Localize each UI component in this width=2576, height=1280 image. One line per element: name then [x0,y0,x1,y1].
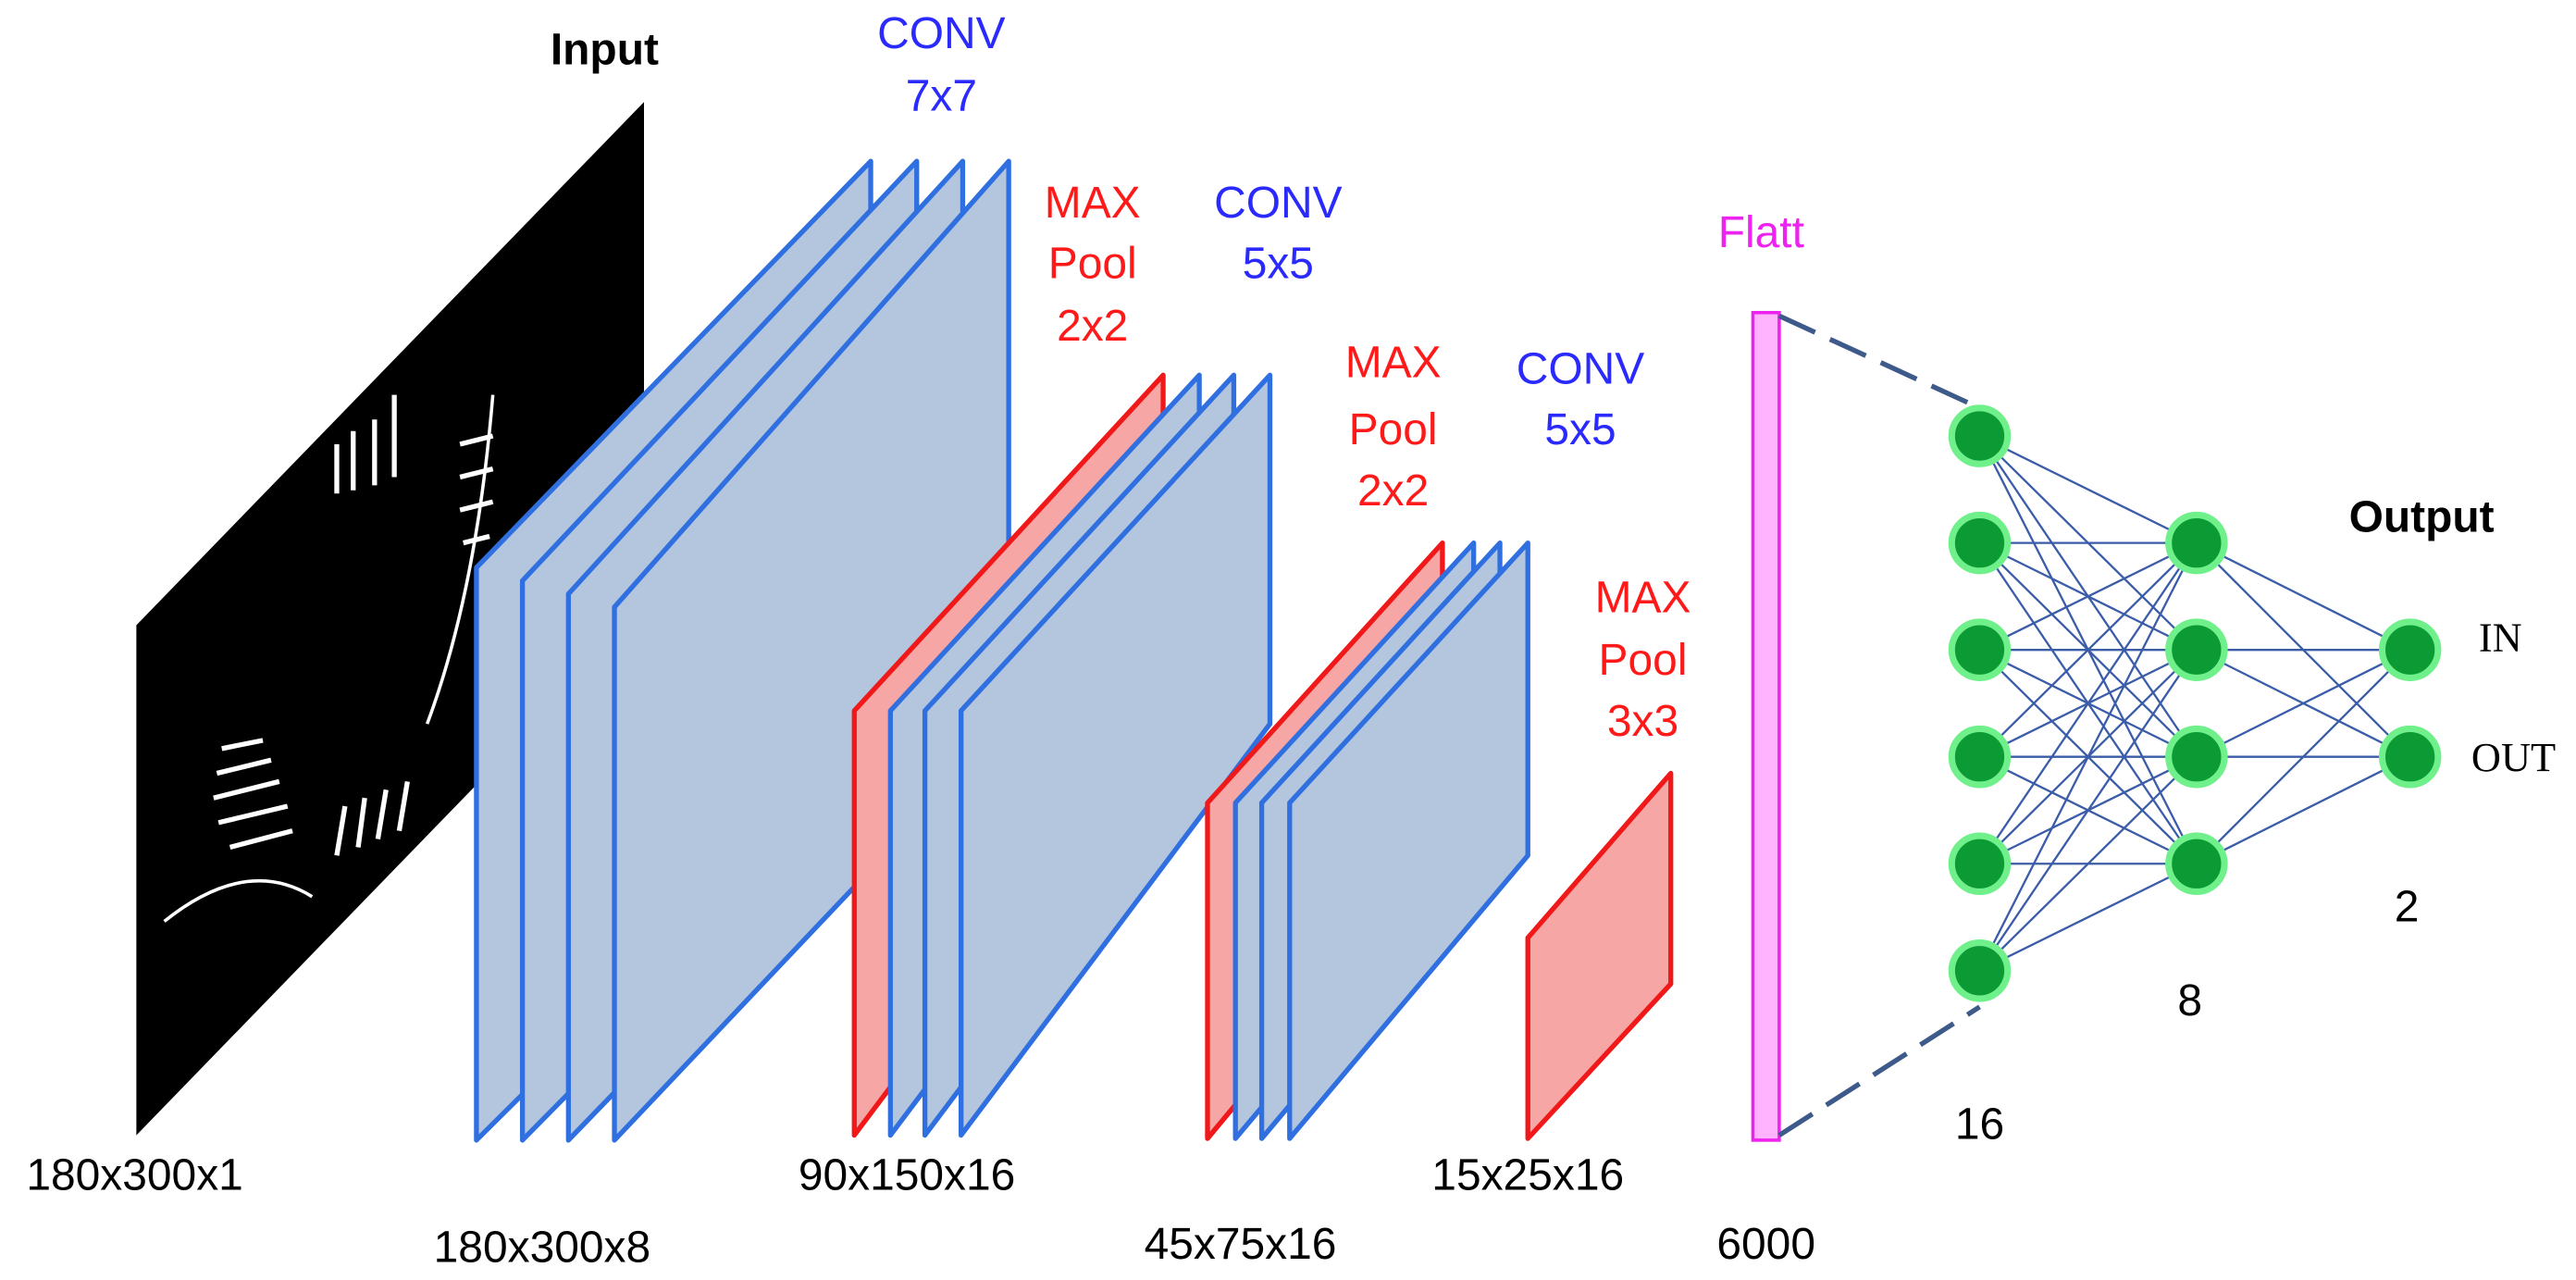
class-label: OUT [2471,734,2556,780]
neuron [1948,404,2012,467]
neuron [2378,725,2442,789]
size-label: 45x75x16 [1145,1220,1337,1269]
size-label: 180x300x8 [434,1224,651,1273]
pool-label: Pool [1599,636,1688,685]
pool-label: MAX [1345,338,1442,387]
size-label: 180x300x1 [26,1150,243,1199]
conv-label: CONV [877,9,1005,58]
dashed-line [1777,1004,1981,1137]
connection [2196,541,2411,652]
pool-label: 2x2 [1357,466,1429,516]
kernel-label: 5x5 [1243,240,1314,289]
connection [1978,541,2198,864]
shapes [136,102,2442,1143]
pool-label: Pool [1349,405,1438,454]
pool-label: Pool [1048,240,1137,289]
neuron-count: 2 [2395,883,2420,932]
input-image [136,102,645,1136]
size-label: 15x25x16 [1431,1150,1624,1199]
connection [1978,542,2198,972]
neuron [2165,511,2228,575]
neuron [2165,832,2228,896]
neuron [1948,511,2012,575]
dashed-line [1777,313,1981,411]
connection [2196,755,2411,865]
input-strokes [163,394,495,923]
kernel-label: 7x7 [906,71,977,120]
connection [1978,541,2198,758]
size-label: 90x150x16 [799,1150,1016,1199]
connection [2196,649,2411,758]
output-label: Output [2349,492,2495,541]
feature-map [1287,540,1530,1141]
size-label: 6000 [1716,1220,1815,1269]
flatten-layer [1751,310,1781,1142]
neuron [2165,725,2228,789]
input-label: Input [551,26,659,75]
pool-label: MAX [1045,179,1141,228]
neuron [1948,939,2012,1002]
feature-map [959,372,1273,1138]
connection [1978,755,2198,972]
class-label: IN [2479,614,2522,660]
connection [1978,863,2198,972]
connection [1978,541,2198,652]
neuron-count: 16 [1955,1100,2004,1149]
connection [2196,649,2411,865]
pool-label: MAX [1595,573,1691,622]
conv-label: CONV [1517,344,1644,393]
neuron [1948,618,2012,681]
kernel-label: 5x5 [1544,405,1616,454]
neuron [1948,832,2012,896]
labels: Input CONV 7x7 MAX Pool 2x2 CONV 5x5 MAX… [26,9,2556,1273]
pool-label: 2x2 [1057,302,1128,351]
pool-map [1525,770,1674,1141]
flatten-label: Flatt [1718,208,1804,257]
connection [1978,435,2198,544]
pool-label: 3x3 [1607,697,1678,746]
neuron [2378,618,2442,681]
neuron-count: 8 [2177,976,2202,1025]
neuron [1948,725,2012,789]
connection [1978,649,2198,972]
neuron [2165,618,2228,681]
conv-label: CONV [1214,179,1342,228]
